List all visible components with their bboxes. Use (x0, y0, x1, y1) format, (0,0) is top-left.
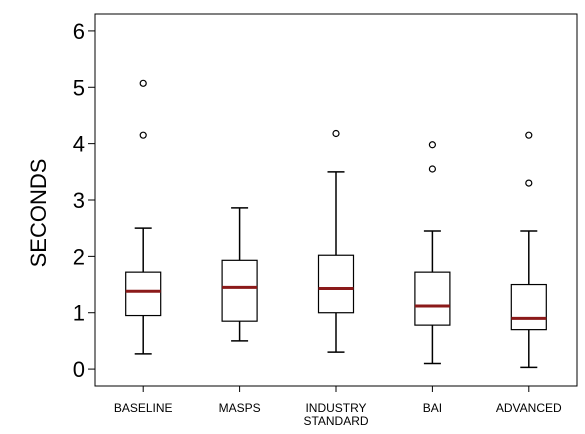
iqr-box (125, 271, 162, 317)
x-category-label: BAI (423, 401, 442, 415)
y-tick-label: 6 (73, 19, 85, 44)
box-3 (317, 129, 355, 353)
iqr-box (317, 254, 355, 314)
y-axis: 0 1 2 3 4 5 6 (73, 19, 95, 382)
box-5 (510, 131, 547, 369)
x-category-label: MASPS (219, 401, 261, 415)
outlier-point (428, 141, 436, 149)
x-category-label: INDUSTRY STANDARD (303, 401, 368, 428)
box-4 (414, 141, 451, 365)
outlier-point (525, 131, 533, 139)
iqr-box (414, 271, 451, 326)
box-2 (221, 207, 258, 342)
outlier-point (428, 165, 436, 173)
y-tick-label: 2 (73, 244, 85, 269)
outlier-point (525, 179, 533, 187)
iqr-box (510, 283, 547, 331)
boxes (125, 79, 547, 369)
y-tick-label: 5 (73, 75, 85, 100)
box-1 (125, 79, 162, 355)
outlier-point (139, 79, 147, 87)
y-tick-label: 3 (73, 188, 85, 213)
outlier-point (139, 131, 147, 139)
outlier-point (332, 129, 340, 138)
y-tick-label: 0 (73, 357, 85, 382)
y-axis-title: SECONDS (26, 159, 51, 268)
x-category-label: ADVANCED (496, 401, 562, 415)
y-tick-label: 4 (73, 132, 85, 157)
iqr-box (221, 259, 258, 322)
y-tick-label: 1 (73, 301, 85, 326)
x-axis: BASELINE MASPS INDUSTRY STANDARD BAI ADVANCED (114, 386, 562, 428)
x-category-label: BASELINE (114, 401, 173, 415)
